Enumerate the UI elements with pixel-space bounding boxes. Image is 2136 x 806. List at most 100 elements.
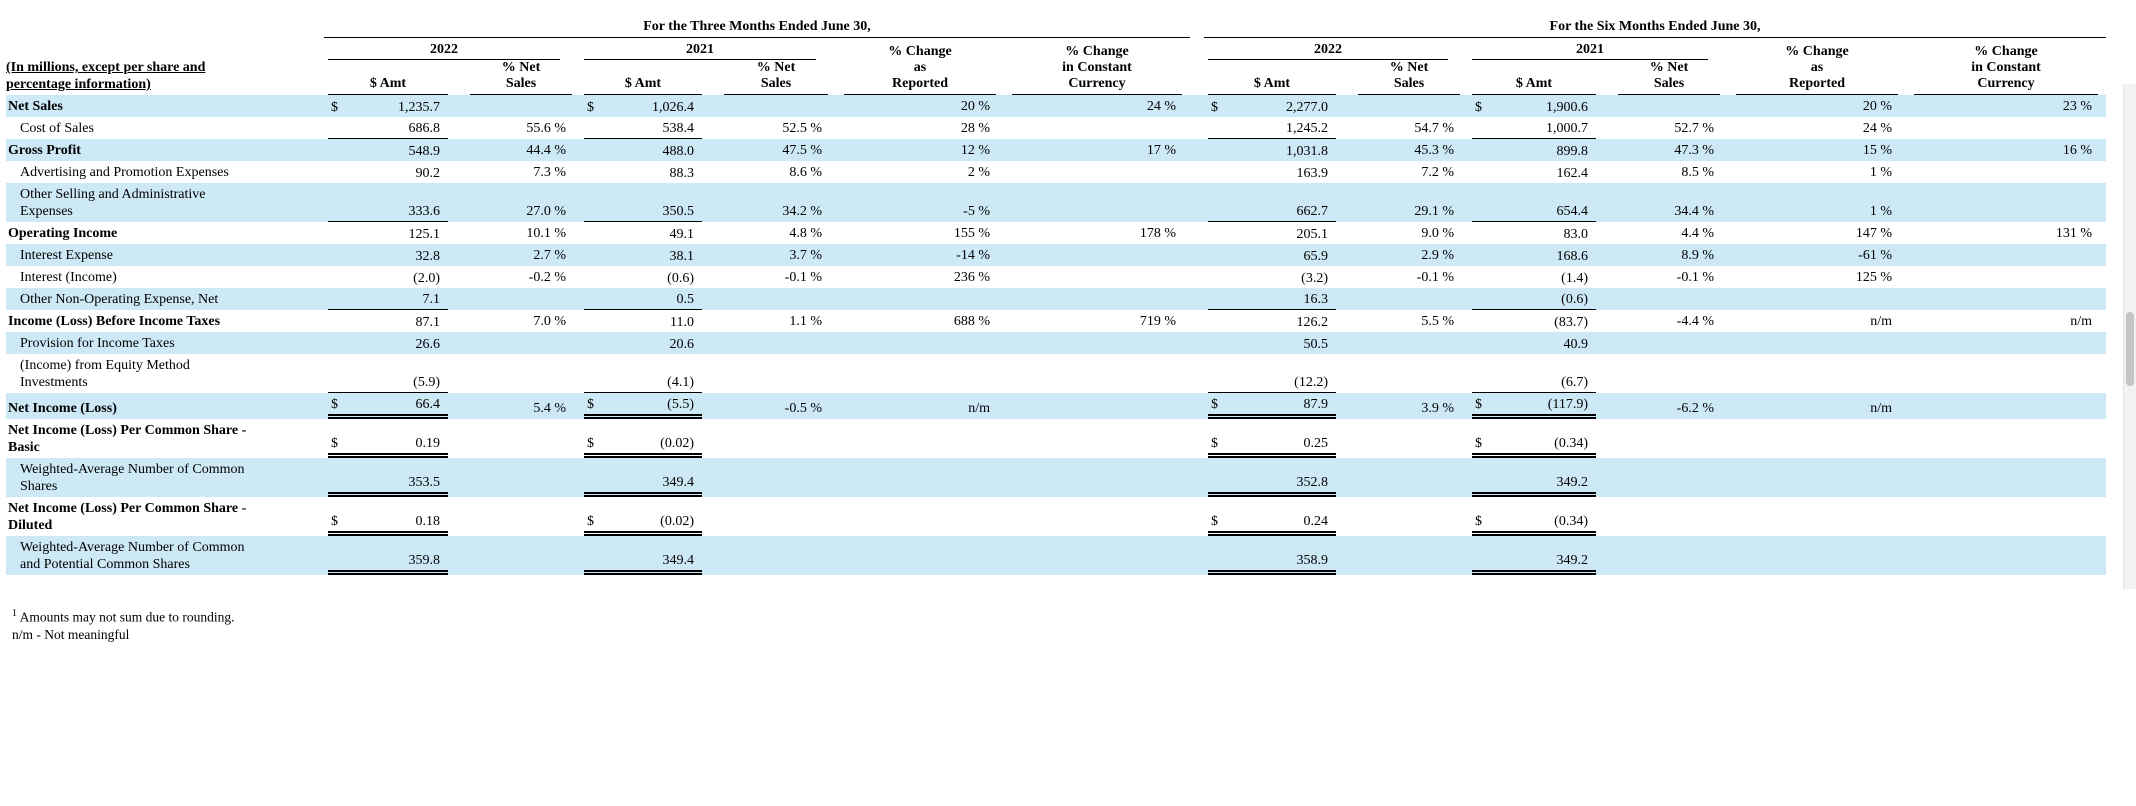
pct-change-cc-cell — [1004, 244, 1190, 266]
pct-change-reported-cell: 20 % — [1728, 95, 1906, 117]
pct-change-reported-cell: 20 % — [836, 95, 1004, 117]
table-row: Advertising and Promotion Expenses 90.2 7.… — [6, 161, 2106, 183]
table-row: Interest (Income) (2.0) -0.2 % (0.6) -0.1 % 2… — [6, 266, 2106, 288]
currency-symbol: $ — [331, 436, 338, 451]
amount-cell: 20.6 — [580, 332, 716, 354]
tm-pct-change-cc-header: % Change in Constant Currency — [1004, 38, 1190, 95]
pct-net-sales-cell: 52.7 % — [1674, 121, 1714, 136]
income-statement-sheet: (In millions, except per share and perce… — [6, 14, 2136, 643]
table-row: Weighted-Average Number of Common and Po… — [6, 536, 2107, 575]
pct-net-sales-cell — [462, 419, 580, 458]
amount-cell: 32.8 — [324, 244, 462, 266]
amount-cell: $ (0.34) — [1468, 497, 1610, 536]
section-spacer — [1190, 332, 1204, 354]
section-spacer — [1190, 183, 1204, 222]
amount-cell: 333.6 — [324, 183, 462, 222]
table-row: Net Income (Loss) Per Common Share - Dil… — [6, 497, 2106, 536]
amount-cell: 350.5 — [580, 183, 716, 222]
cell-value: 1,026.4 — [652, 100, 694, 115]
pct-change-reported-cell: 24 % — [1862, 121, 1892, 136]
cell-value: (0.02) — [660, 436, 694, 451]
cell-value: 1,000.7 — [1546, 121, 1588, 136]
pct-change-reported-cell: 12 % — [836, 139, 1004, 161]
pct-change-cc-cell — [1004, 536, 1190, 575]
year-header-row: 2022 2021 % Change as Reported % Change … — [6, 38, 2106, 95]
pct-change-reported-cell — [836, 497, 1004, 536]
pct-net-sales-cell: 2.9 % — [1350, 244, 1468, 266]
cell-value: 11.0 — [670, 315, 694, 330]
pct-net-sales-cell: -0.1 % — [1416, 270, 1454, 285]
tm-pct-change-reported-header: % Change as Reported — [836, 38, 1004, 95]
sm-year-2021: 2021 — [1468, 38, 1728, 60]
pct-net-sales-cell — [462, 95, 580, 117]
pct-net-sales-cell — [716, 95, 836, 117]
table-row: (Income) from Equity Method Investments (… — [6, 354, 2106, 393]
cell-value: 20.6 — [669, 337, 695, 352]
cell-value: 126.2 — [1296, 315, 1329, 330]
pct-change-cc-cell — [1004, 117, 1190, 139]
pct-change-cc-cell — [1004, 354, 1190, 393]
pct-change-reported-cell — [836, 419, 1004, 458]
pct-net-sales-cell — [1350, 95, 1468, 117]
amount-cell: 40.9 — [1468, 332, 1610, 354]
cell-value: 168.6 — [1556, 249, 1589, 264]
pct-change-cc-cell: 719 % — [1139, 314, 1176, 329]
pct-change-cc-cell — [1906, 393, 2107, 419]
section-spacer — [1190, 288, 1204, 310]
pct-change-reported-cell: n/m — [1728, 393, 1906, 419]
cell-value: (0.02) — [660, 514, 694, 529]
row-label: Provision for Income Taxes — [6, 332, 324, 354]
six-months-title: For the Six Months Ended June 30, — [1204, 14, 2107, 38]
sm-pct-change-reported-header: % Change as Reported — [1728, 38, 1906, 95]
pct-net-sales-cell: 27.0 % — [462, 183, 580, 222]
table-row: Other Selling and Administrative Expense… — [6, 183, 2107, 222]
cell-value: 333.6 — [408, 204, 441, 219]
row-label: Gross Profit — [6, 139, 324, 161]
cell-value: (1.4) — [1561, 271, 1588, 286]
table-row: Weighted-Average Number of Common Shares… — [6, 458, 2107, 497]
section-spacer — [1190, 393, 1204, 419]
row-label: Operating Income — [8, 226, 118, 241]
pct-change-cc-cell — [1004, 393, 1190, 419]
currency-symbol: $ — [587, 514, 594, 529]
amount-cell: $ (0.34) — [1468, 419, 1610, 458]
pct-change-cc-cell: n/m — [2070, 314, 2093, 329]
cell-value: 125.1 — [408, 227, 441, 242]
sm-year-2022: 2022 — [1204, 38, 1468, 60]
pct-change-cc-cell — [1906, 288, 2107, 310]
table-row: Gross Profit 548.9 44.4 % 488.0 47.5 % 12 % 17… — [6, 139, 2107, 161]
cell-value: 350.5 — [662, 204, 695, 219]
pct-change-reported-cell: 1 % — [1728, 183, 1906, 222]
amount-cell: 662.7 — [1204, 183, 1350, 222]
cell-value: 349.2 — [1556, 553, 1589, 568]
pct-net-sales-cell: 45.3 % — [1350, 139, 1468, 161]
amount-cell: 352.8 — [1204, 458, 1350, 497]
cell-value: (12.2) — [1294, 375, 1328, 390]
currency-symbol: $ — [1475, 397, 1482, 412]
row-label: Interest Expense — [6, 244, 324, 266]
amount-cell: 1,031.8 — [1204, 139, 1350, 161]
cell-value: 90.2 — [415, 166, 441, 181]
amount-cell: (0.6) — [580, 266, 716, 288]
pct-net-sales-cell: 8.5 % — [1681, 165, 1714, 180]
scrollbar-thumb[interactable] — [2126, 312, 2134, 386]
pct-net-sales-cell: 4.4 % — [1681, 226, 1714, 241]
currency-symbol: $ — [331, 514, 338, 529]
row-label: Advertising and Promotion Expenses — [20, 165, 229, 180]
cell-value: (4.1) — [667, 375, 694, 390]
currency-symbol: $ — [587, 100, 594, 115]
vertical-scrollbar[interactable] — [2123, 84, 2136, 589]
cell-value: 1,900.6 — [1546, 100, 1588, 115]
amount-cell: 0.5 — [580, 288, 716, 310]
cell-value: 662.7 — [1296, 204, 1329, 219]
amount-cell: 26.6 — [324, 332, 462, 354]
pct-net-sales-cell — [1610, 458, 1728, 497]
pct-change-cc-cell — [1906, 419, 2106, 458]
pct-change-cc-cell — [1004, 266, 1190, 288]
amount-cell: 65.9 — [1204, 244, 1350, 266]
amount-cell: $1,026.4 — [580, 95, 716, 117]
pct-change-cc-cell — [1906, 117, 2106, 139]
amount-cell: 359.8 — [324, 536, 462, 575]
pct-change-cc-cell — [1906, 161, 2106, 183]
row-label: Weighted-Average Number of Common and Po… — [6, 536, 324, 575]
